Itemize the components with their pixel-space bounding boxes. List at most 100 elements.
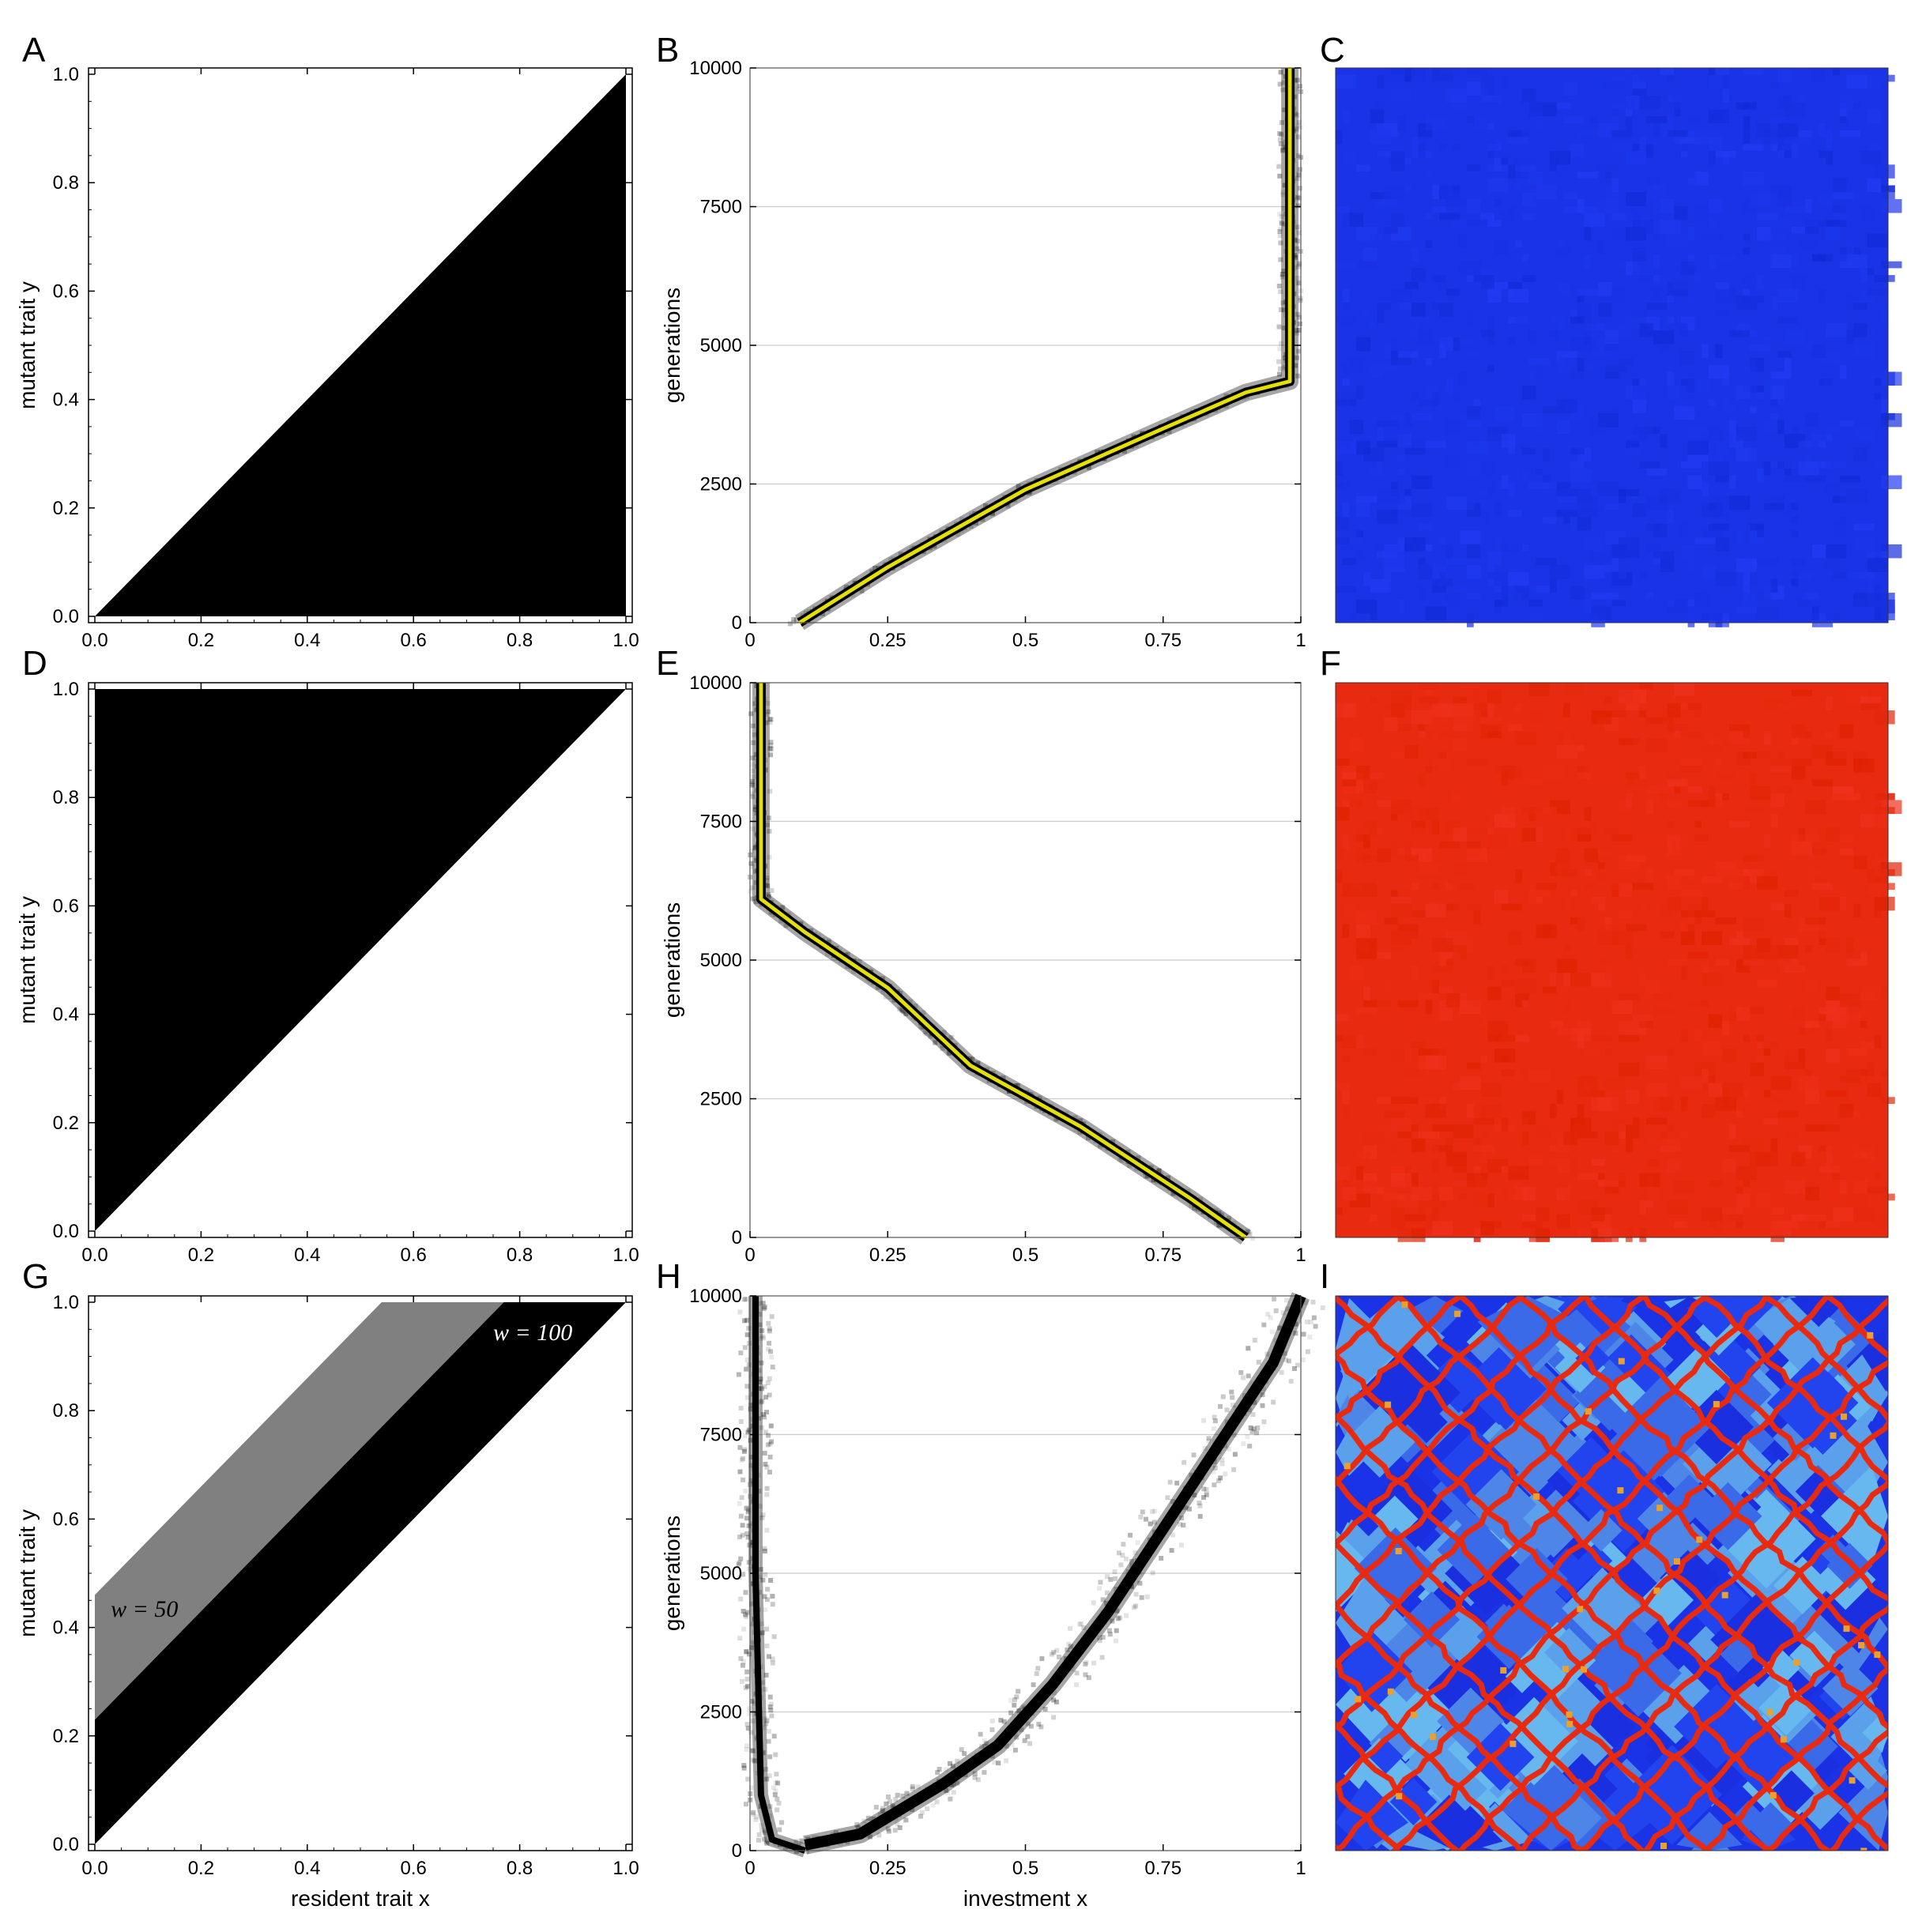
lattice-cell [1694,130,1709,145]
lattice-cell [1397,1090,1405,1098]
density-speck [1250,1412,1256,1418]
lattice-cell [1826,1049,1840,1063]
lattice-cell [1494,599,1509,607]
lattice-cell [1784,205,1806,213]
x-tick-label: 0.5 [1012,630,1038,651]
lattice-cell [1336,807,1350,821]
density-speck [743,1489,748,1493]
density-speck [1166,1175,1171,1181]
density-speck [1252,1338,1257,1343]
lattice-cell [1626,1228,1633,1242]
density-speck [845,1840,850,1845]
density-speck [1114,1587,1119,1592]
density-speck [871,1817,876,1821]
density-speck [1271,1399,1276,1405]
lattice-cell [1356,765,1370,780]
x-tick-label: 1.0 [612,1245,639,1266]
orange-cell [1585,1408,1592,1415]
lattice-cell [1556,1090,1564,1104]
density-speck [757,1312,763,1317]
lattice-cell [1418,772,1426,787]
density-speck [1276,164,1282,169]
lattice-cell [1646,786,1668,793]
lattice-cell [1763,1117,1778,1125]
lattice-cell [1549,1021,1564,1028]
density-speck [759,1425,764,1430]
density-speck [940,1046,945,1052]
lattice-cell [1556,495,1577,503]
density-speck [756,1489,762,1494]
lattice-cell [1556,358,1577,372]
lattice-cell [1639,683,1653,690]
lattice-cell [1336,537,1350,544]
density-speck [764,876,770,881]
lattice-cell [1715,503,1723,517]
density-speck [1296,348,1302,354]
lattice-cell [1439,842,1460,849]
density-speck [1279,272,1285,277]
lattice-cell [1805,593,1819,600]
density-speck [1001,1075,1006,1081]
density-speck [774,1796,780,1802]
lattice-cell [1453,392,1460,400]
lattice-cell [1604,696,1612,704]
density-speck [886,1795,891,1799]
lattice-cell [1432,1124,1453,1132]
density-speck [780,905,786,910]
patch [1506,1548,1568,1610]
lattice-cell [1750,385,1757,400]
lattice-cell [1687,116,1702,123]
density-speck [1295,122,1301,128]
lattice-cell [1598,910,1612,917]
lattice-cell [1411,1138,1426,1153]
density-speck [1277,366,1283,371]
lattice-cell [1425,358,1433,365]
lattice-cell [1626,385,1633,400]
lattice-cell [1363,1049,1377,1056]
lattice-cell [1750,772,1757,787]
lattice-cell [1626,116,1633,130]
density-speck [1261,1419,1267,1425]
lattice-cell [1874,896,1895,911]
density-speck [1296,264,1301,269]
density-speck [767,1754,773,1760]
density-speck [1245,1434,1250,1440]
annotation-w-1: w = 100 [493,1320,572,1346]
x-tick-label: 0.0 [81,1245,107,1266]
density-speck [959,1747,964,1753]
lattice-cell [1763,1049,1771,1056]
lattice-cell [1660,931,1675,939]
density-speck [1100,1597,1106,1602]
lattice-cell [1736,351,1757,358]
density-speck [910,1786,915,1791]
lattice-cell [1342,1090,1350,1104]
density-speck [1189,1203,1194,1208]
density-speck [1151,1177,1157,1183]
lattice-cell [1626,440,1640,448]
density-speck [1189,1472,1194,1478]
density-speck [1152,1508,1158,1514]
lattice-cell [1687,440,1709,455]
lattice-cell [1411,137,1419,151]
density-speck [1296,172,1302,178]
lattice-cell [1646,427,1660,435]
lattice-cell [1750,855,1764,863]
lattice-cell [1791,1007,1806,1022]
density-speck [1295,77,1300,83]
density-speck [1307,1335,1313,1340]
lattice-cell [1577,1131,1598,1139]
lattice-cell [1667,371,1675,386]
density-speck [1170,1532,1175,1538]
orange-cell [1792,1659,1800,1666]
lattice-cell [1528,1069,1550,1083]
lattice-cell [1480,330,1494,337]
lattice-cell [1336,1014,1350,1022]
orange-cell [1660,1843,1667,1849]
lattice-cell [1356,495,1377,503]
lattice-cell [1570,1117,1585,1125]
density-speck [1245,1228,1250,1233]
lattice-cell [1501,1193,1522,1201]
lattice-cell [1556,1214,1564,1229]
lattice-cell [1736,1124,1743,1139]
density-speck [955,1780,960,1786]
